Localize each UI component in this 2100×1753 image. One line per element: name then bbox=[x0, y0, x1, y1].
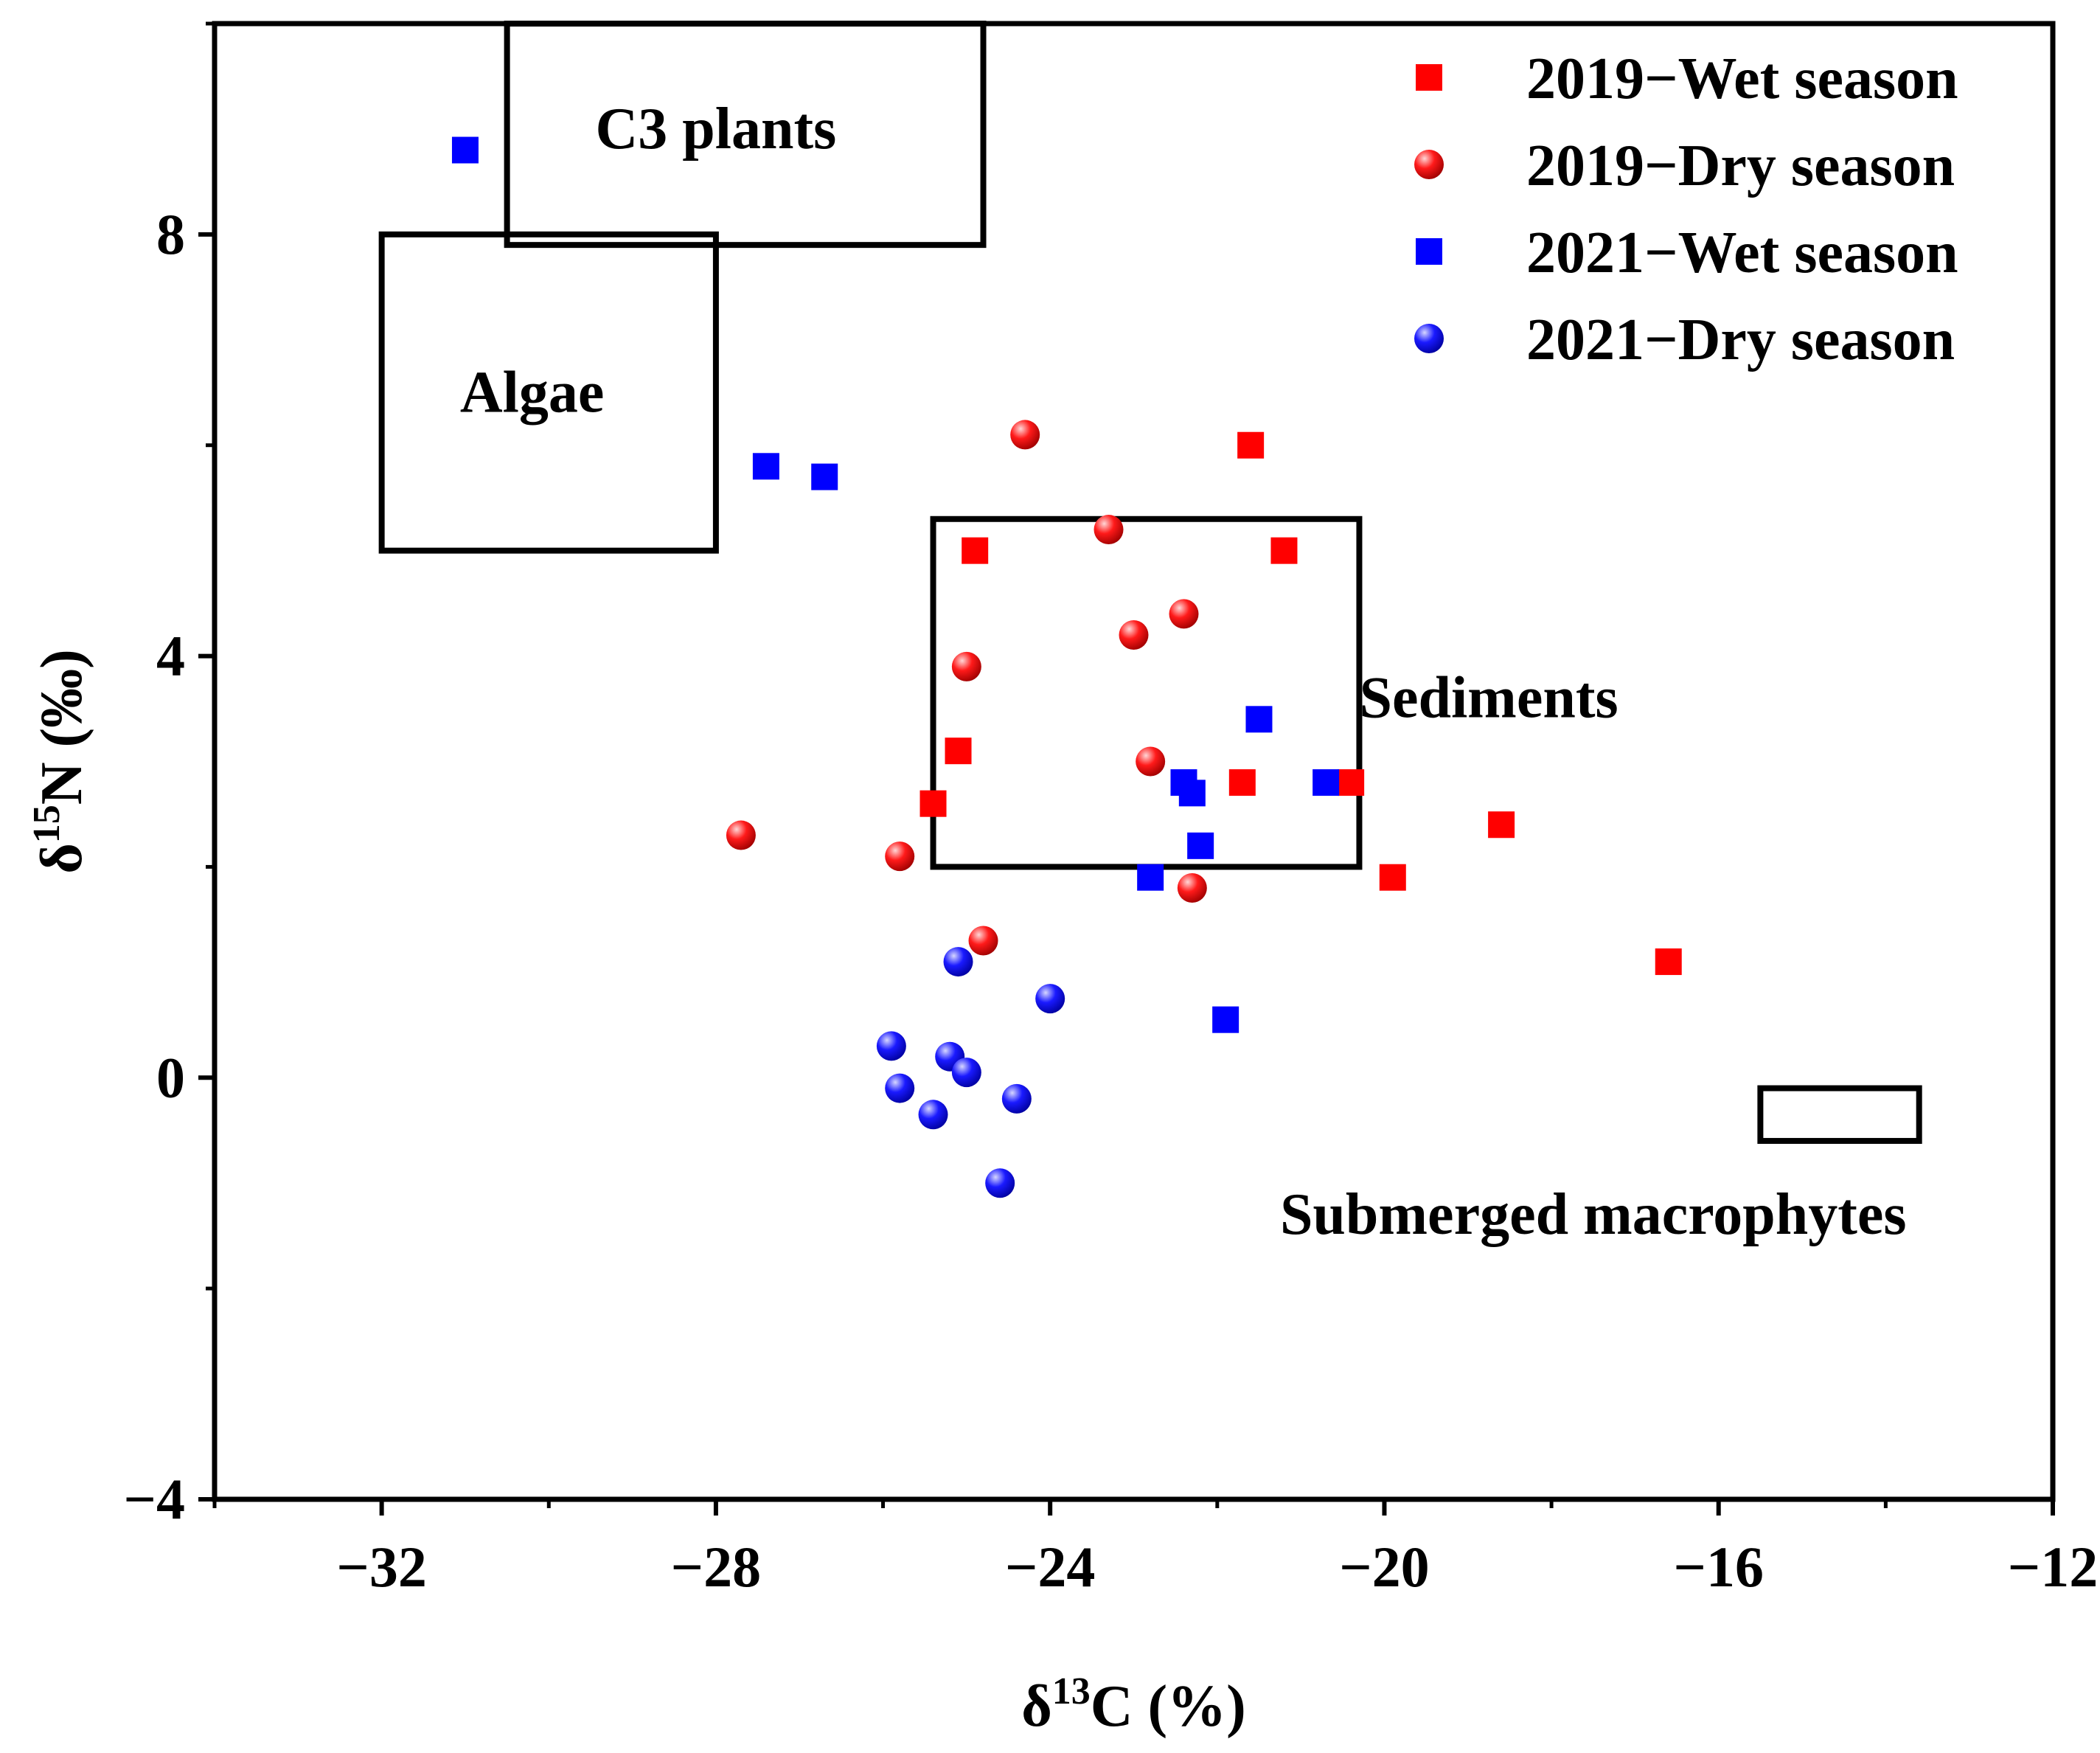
point-2021-dry-season-7 bbox=[1001, 1083, 1032, 1114]
point-2019-dry-season-3 bbox=[1169, 599, 1199, 629]
legend-marker-2021-dry-season bbox=[1414, 324, 1444, 353]
x-tick-label: −32 bbox=[336, 1535, 426, 1599]
point-2019-dry-season-4 bbox=[951, 651, 981, 681]
point-2019-dry-season-9 bbox=[968, 926, 998, 956]
region-submerged-macrophytes-box bbox=[1757, 1085, 1922, 1145]
point-2021-wet-season-3 bbox=[1245, 706, 1273, 733]
point-2019-wet-season-5 bbox=[1228, 769, 1256, 796]
axis-ticks: −32 −28 −24 −20 −16 −12 −4 0 4 8 bbox=[124, 21, 2098, 1599]
point-2021-dry-season-4 bbox=[951, 1058, 981, 1088]
point-2019-dry-season-6 bbox=[726, 820, 756, 850]
legend-marker-2019-dry-season bbox=[1414, 150, 1444, 179]
point-2019-dry-season-2 bbox=[1119, 619, 1149, 650]
point-2021-wet-season-1 bbox=[752, 453, 779, 480]
plot-frame bbox=[212, 21, 2056, 1502]
y-axis-label: δ15N (‰) bbox=[26, 649, 94, 874]
legend-label-2019-dry-season: 2019−Dry season bbox=[1526, 133, 1955, 198]
region-sediments-box bbox=[930, 516, 1363, 870]
point-2021-wet-season-8 bbox=[1137, 864, 1164, 891]
region-submerged-macrophytes-label: Submerged macrophytes bbox=[1280, 1182, 1907, 1247]
legend-label-2019-wet-season: 2019−Wet season bbox=[1526, 46, 1958, 111]
point-2021-dry-season-8 bbox=[985, 1168, 1015, 1198]
point-2021-wet-season-2 bbox=[811, 463, 838, 490]
x-tick-label: −24 bbox=[1005, 1535, 1095, 1599]
region-sediments-label: Sediments bbox=[1359, 666, 1618, 731]
x-tick-label: −20 bbox=[1339, 1535, 1429, 1599]
point-2021-wet-season-9 bbox=[1212, 1006, 1240, 1033]
point-2021-dry-season-0 bbox=[943, 947, 973, 977]
y-tick-label: 4 bbox=[156, 624, 185, 688]
x-tick-label: −16 bbox=[1674, 1535, 1764, 1599]
x-axis-label: δ13C (%) bbox=[1021, 1670, 1246, 1739]
point-2021-dry-season-1 bbox=[1035, 984, 1065, 1014]
legend-marker-2019-wet-season bbox=[1416, 64, 1442, 91]
point-2019-wet-season-6 bbox=[1338, 769, 1365, 796]
point-2019-wet-season-1 bbox=[962, 537, 989, 564]
point-2019-wet-season-8 bbox=[1488, 811, 1515, 839]
legend-marker-2021-wet-season bbox=[1416, 238, 1442, 265]
point-2021-wet-season-7 bbox=[1187, 832, 1214, 859]
point-2021-dry-season-2 bbox=[876, 1031, 906, 1061]
y-tick-label: 8 bbox=[156, 202, 185, 266]
legend: 2019−Wet season 2019−Dry season 2021−Wet s… bbox=[1414, 46, 1958, 372]
y-tick-label: −4 bbox=[124, 1467, 185, 1531]
data-points bbox=[451, 136, 1682, 1198]
point-2021-wet-season-6 bbox=[1178, 780, 1206, 807]
region-algae-box bbox=[378, 231, 719, 554]
x-tick-label: −28 bbox=[671, 1535, 761, 1599]
point-2019-dry-season-8 bbox=[1177, 873, 1207, 903]
legend-label-2021-dry-season: 2021−Dry season bbox=[1526, 308, 1955, 372]
point-2021-wet-season-0 bbox=[451, 136, 479, 164]
region-c3-plants-label: C3 plants bbox=[596, 97, 837, 162]
point-2019-wet-season-7 bbox=[1379, 864, 1406, 891]
legend-label-2021-wet-season: 2021−Wet season bbox=[1526, 221, 1958, 285]
x-tick-label: −12 bbox=[2008, 1535, 2098, 1599]
point-2019-wet-season-0 bbox=[1237, 431, 1265, 459]
point-2019-dry-season-0 bbox=[1010, 420, 1040, 450]
point-2019-dry-season-1 bbox=[1094, 515, 1124, 545]
point-2021-dry-season-5 bbox=[885, 1073, 915, 1103]
point-2019-wet-season-2 bbox=[1270, 537, 1298, 564]
series-2021-dry-season bbox=[876, 947, 1065, 1198]
point-2021-dry-season-6 bbox=[918, 1100, 948, 1130]
series-2019-wet-season bbox=[919, 431, 1682, 976]
source-regions: C3 plants Algae Sediments Submerged macroph… bbox=[378, 21, 1922, 1247]
series-2021-wet-season bbox=[451, 136, 1340, 1033]
y-tick-label: 0 bbox=[156, 1045, 185, 1109]
series-2019-dry-season bbox=[726, 420, 1207, 956]
region-algae-label: Algae bbox=[460, 360, 605, 425]
point-2019-wet-season-4 bbox=[919, 790, 947, 817]
point-2019-wet-season-3 bbox=[945, 737, 972, 765]
point-2019-wet-season-9 bbox=[1655, 948, 1682, 976]
point-2021-wet-season-5 bbox=[1312, 769, 1340, 796]
point-2019-dry-season-7 bbox=[885, 841, 915, 872]
point-2019-dry-season-5 bbox=[1136, 746, 1166, 777]
